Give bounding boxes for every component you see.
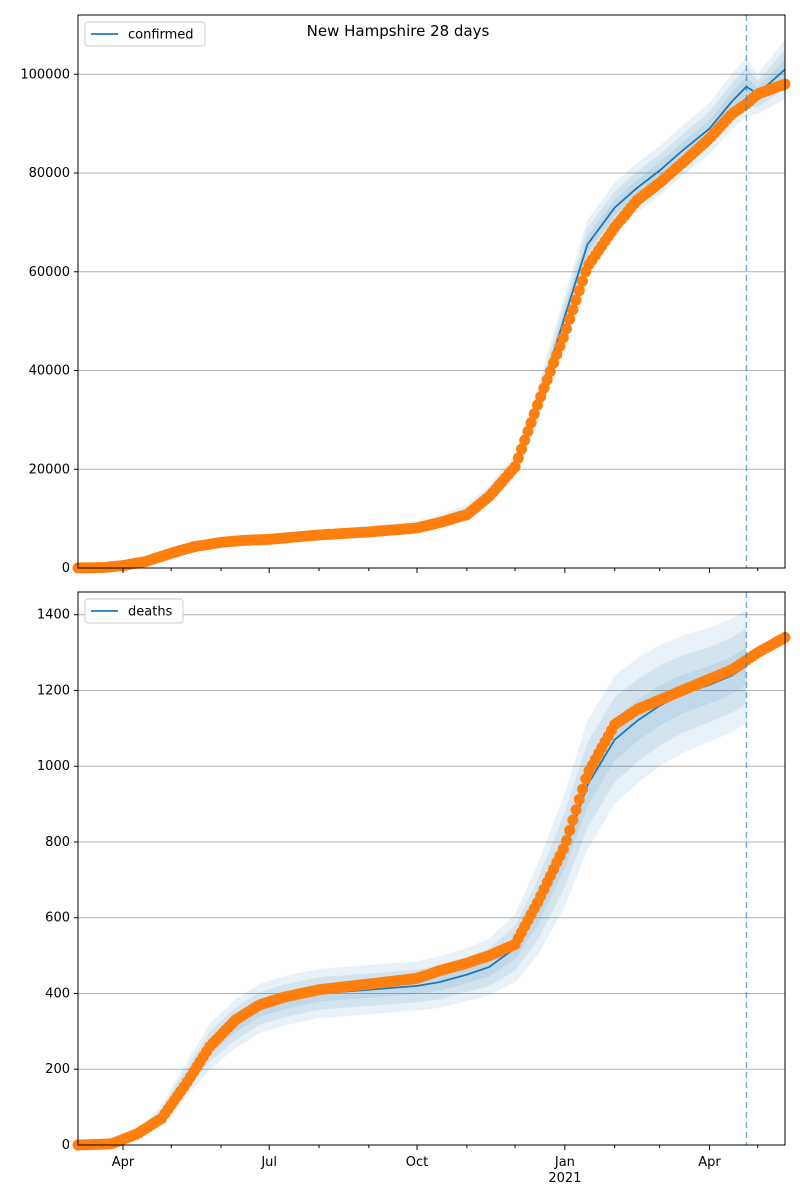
observed-point	[512, 452, 524, 464]
observed-point	[519, 434, 531, 446]
observed-point	[561, 835, 572, 847]
observed-point	[528, 408, 540, 420]
observed-point	[548, 357, 560, 369]
observed-point	[541, 374, 553, 386]
axes-frame	[77, 591, 786, 1146]
confidence-band	[78, 49, 785, 569]
legend: deaths	[84, 598, 184, 624]
confidence-band	[78, 39, 785, 568]
observed-point	[561, 323, 572, 335]
x-tick-label: Jan	[554, 1155, 575, 1170]
x-tick-label: Jul	[260, 1155, 277, 1170]
axes-frame	[77, 14, 786, 569]
y-tick-label: 1200	[37, 683, 70, 698]
x-axis: Apr Jul Oct Jan Apr 2021	[112, 1155, 722, 1186]
observed-point	[525, 417, 537, 429]
observed-point	[522, 426, 534, 437]
y-tick-label: 200	[45, 1062, 70, 1077]
confirmed-panel: 0 20000 40000 60000 80000 100000 confirmed	[20, 14, 791, 576]
observed-point	[567, 814, 579, 826]
observed-point	[570, 804, 582, 816]
observed-point	[567, 304, 579, 316]
y-tick-label: 600	[45, 911, 70, 926]
observed-point	[573, 794, 585, 805]
legend-label: deaths	[128, 605, 173, 620]
y-tick-label: 1000	[37, 759, 70, 774]
x-year-label: 2021	[548, 1171, 581, 1186]
deaths-panel: 0 200 400 600 800 1000 1200 1400 deaths	[37, 591, 791, 1153]
y-tick-label: 60000	[29, 265, 70, 280]
y-tick-label: 0	[62, 1138, 70, 1153]
observed-point	[544, 365, 556, 377]
x-tick-label: Apr	[698, 1155, 721, 1170]
confidence-band	[78, 647, 747, 1145]
observed-point	[577, 275, 588, 287]
y-tick-label: 0	[62, 561, 70, 576]
y-tick-label: 800	[45, 835, 70, 850]
observed-point	[554, 340, 566, 352]
y-tick-label: 1400	[37, 608, 70, 623]
observed-point	[577, 783, 588, 795]
y-tick-label: 20000	[29, 462, 70, 477]
legend: confirmed	[84, 21, 206, 47]
observed-point	[557, 332, 569, 344]
observed-point	[538, 382, 550, 394]
observed-point	[551, 349, 563, 360]
legend-box	[84, 21, 206, 47]
y-tick-label: 40000	[29, 364, 70, 379]
y-tick-label: 100000	[20, 67, 70, 82]
observed-point	[557, 843, 569, 855]
figure-title: New Hampshire 28 days	[307, 22, 490, 40]
observed-point	[509, 461, 521, 473]
observed-point	[535, 391, 547, 403]
x-tick-label: Apr	[112, 1155, 135, 1170]
observed-point	[570, 294, 582, 306]
observed-point	[532, 399, 543, 411]
legend-box	[84, 598, 184, 624]
legend-label: confirmed	[128, 28, 194, 43]
observed-point	[573, 285, 585, 297]
y-tick-label: 80000	[29, 166, 70, 181]
observed-point	[564, 313, 576, 325]
x-tick-label: Oct	[406, 1155, 428, 1170]
y-tick-label: 400	[45, 986, 70, 1001]
observed-point	[516, 443, 527, 455]
observed-point	[564, 824, 576, 836]
